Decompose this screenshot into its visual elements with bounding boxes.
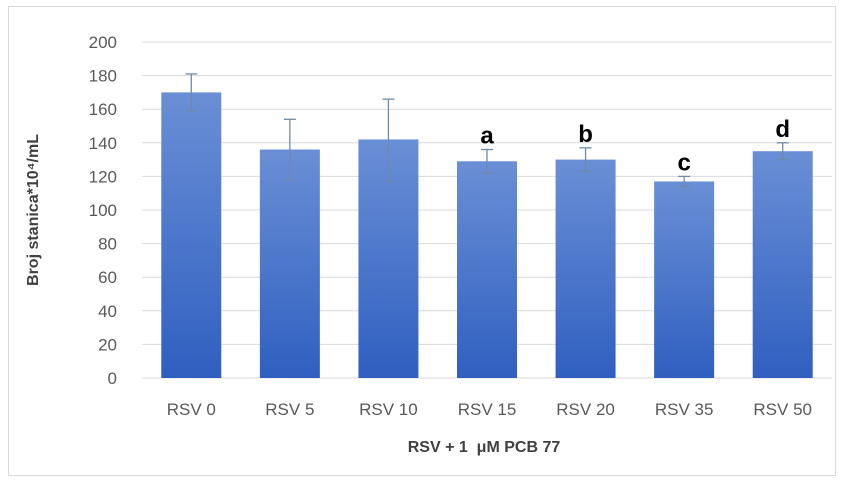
- bar: [555, 159, 616, 378]
- y-tick-label: 180: [89, 67, 117, 86]
- significance-label: a: [480, 123, 494, 150]
- y-tick-label: 140: [89, 134, 117, 153]
- bar: [259, 149, 320, 378]
- y-tick-label: 120: [89, 167, 117, 186]
- significance-label: b: [578, 121, 593, 148]
- x-tick-label: RSV 15: [458, 400, 517, 419]
- x-tick-label: RSV 0: [167, 400, 216, 419]
- bars: [161, 92, 813, 379]
- significance-labels: a b c d: [480, 116, 790, 177]
- gridlines: [142, 41, 832, 379]
- x-tick-label: RSV 20: [556, 400, 615, 419]
- significance-label: d: [775, 116, 790, 143]
- significance-label: c: [677, 149, 690, 176]
- y-tick-label: 100: [89, 201, 117, 220]
- x-tick-label: RSV 10: [359, 400, 418, 419]
- x-tick-label: RSV 35: [655, 400, 714, 419]
- y-axis-title: Broj stanica*10⁴/mL: [25, 134, 42, 286]
- y-tick-label: 80: [98, 235, 117, 254]
- y-tick-label: 40: [98, 302, 117, 321]
- x-tick-label: RSV 5: [265, 400, 314, 419]
- y-tick-label: 20: [98, 335, 117, 354]
- x-tick-label: RSV 50: [753, 400, 812, 419]
- error-bars: [185, 73, 789, 188]
- bar: [654, 181, 715, 378]
- bar: [457, 161, 517, 378]
- bar: [752, 151, 813, 378]
- y-tick-label: 160: [89, 100, 117, 119]
- x-tick-labels: RSV 0 RSV 5 RSV 10 RSV 15 RSV 20 RSV 35 RSV 50: [167, 400, 812, 419]
- y-tick-label: 0: [108, 369, 117, 388]
- y-tick-label: 200: [89, 33, 117, 52]
- x-axis-title: RSV + 1 μM PCB 77: [408, 439, 561, 456]
- y-tick-labels: 0 20 40 60 80 100 120 140 160 180 200: [89, 33, 117, 388]
- bar: [161, 92, 222, 379]
- y-tick-label: 60: [98, 268, 117, 287]
